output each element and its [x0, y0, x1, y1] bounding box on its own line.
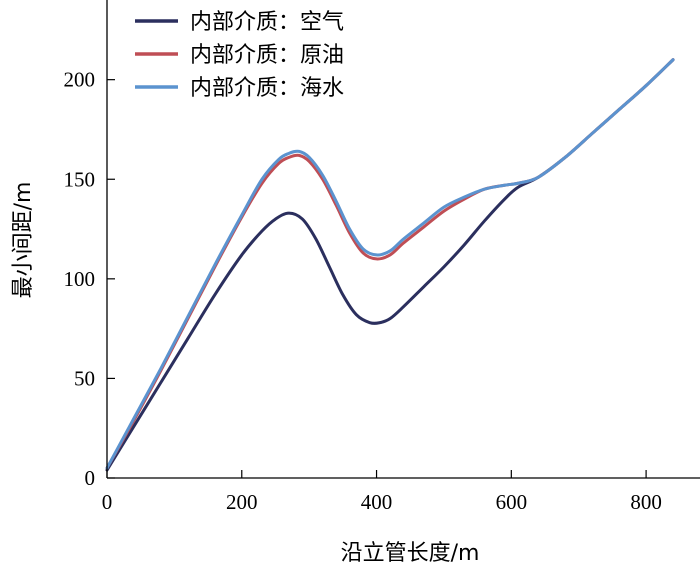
y-axis-title: 最小间距/m [11, 182, 36, 299]
x-tick-label: 400 [361, 490, 393, 514]
x-tick-label: 0 [102, 490, 113, 514]
series-line-2 [105, 58, 675, 470]
x-tick-label: 800 [630, 490, 662, 514]
y-tick-label: 150 [64, 167, 96, 191]
y-tick-label: 200 [64, 68, 96, 92]
y-tick-label: 50 [74, 366, 95, 390]
y-tick-label: 0 [85, 466, 96, 490]
x-tick-label: 200 [226, 490, 258, 514]
legend-label-1: 内部介质：空气 [190, 10, 344, 35]
series-line-1 [105, 58, 675, 472]
y-tick-label: 100 [64, 267, 96, 291]
legend-label-2: 内部介质：原油 [190, 43, 344, 68]
x-axis-title: 沿立管长度/m [341, 541, 480, 566]
series-line-3 [105, 58, 675, 470]
x-tick-label: 600 [496, 490, 528, 514]
series-layer [105, 58, 675, 472]
legend-label-3: 内部介质：海水 [190, 76, 344, 101]
axes-layer: 0 200 400 600 800 0 50 100 150 200 [64, 0, 700, 514]
